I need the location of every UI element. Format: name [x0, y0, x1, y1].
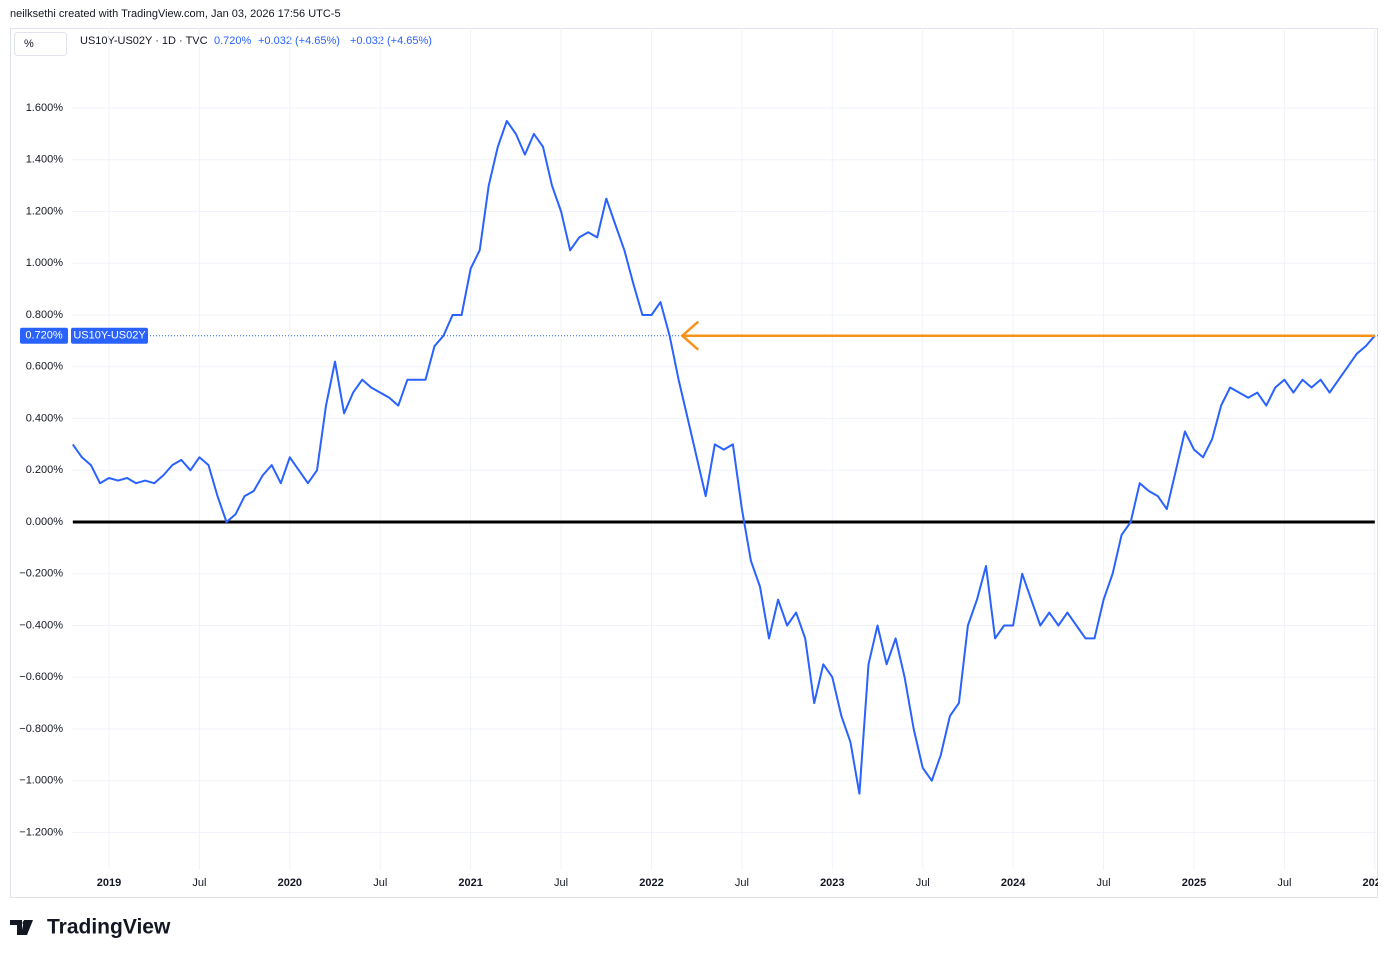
y-tick-label: −0.200% — [19, 568, 63, 580]
change2: +0.032 (+4.65%) — [350, 35, 432, 47]
x-tick-label: Jul — [735, 877, 749, 889]
y-tick-label: 1.600% — [26, 102, 64, 114]
unit-box[interactable] — [14, 32, 67, 56]
x-tick-label: 2023 — [820, 877, 844, 889]
y-tick-label: −0.400% — [19, 619, 63, 631]
x-tick-label: 2022 — [639, 877, 663, 889]
arrow — [680, 320, 1375, 351]
x-tick-label: Jul — [1097, 877, 1111, 889]
y-tick-label: 1.400% — [26, 154, 64, 166]
y-tick-label: 0.200% — [26, 464, 64, 476]
header: neilksethi created with TradingView.com,… — [10, 8, 341, 20]
y-tick-label: 0.000% — [26, 516, 64, 528]
price-label-box — [20, 327, 68, 344]
x-tick-label: Jul — [554, 877, 568, 889]
change: +0.032 (+4.65%) — [258, 35, 340, 47]
x-tick-label: 2026 — [1363, 877, 1387, 889]
brand: TradingView — [47, 916, 171, 939]
y-tick-label: 0.600% — [26, 361, 64, 373]
y-tick-label: 0.400% — [26, 412, 64, 424]
unit: % — [24, 38, 34, 50]
series-line — [72, 120, 1376, 795]
y-tick-label: 1.000% — [26, 257, 64, 269]
x-tick-label: Jul — [916, 877, 930, 889]
price-label: 0.720% — [25, 330, 63, 342]
x-tick-label: 2019 — [97, 877, 121, 889]
frame — [10, 28, 1378, 898]
y-tick-label: −1.200% — [19, 826, 63, 838]
x-tick-label: 2025 — [1182, 877, 1206, 889]
brand-logo — [10, 920, 33, 935]
price-label-name-box — [71, 327, 148, 344]
x-tick-label: 2020 — [278, 877, 302, 889]
x-tick-label: 2021 — [458, 877, 482, 889]
x-tick-label: Jul — [373, 877, 387, 889]
symbol: US10Y-US02Y · 1D · TVC — [80, 35, 208, 47]
x-tick-label: 2024 — [1001, 877, 1026, 889]
price-label-name: US10Y-US02Y — [73, 330, 146, 342]
y-tick-label: 1.200% — [26, 205, 64, 217]
x-tick-label: Jul — [1277, 877, 1291, 889]
y-tick-label: −0.600% — [19, 671, 63, 683]
last: 0.720% — [214, 35, 252, 47]
y-tick-label: −0.800% — [19, 723, 63, 735]
y-tick-label: 0.800% — [26, 309, 64, 321]
x-tick-label: Jul — [192, 877, 206, 889]
y-tick-label: −1.000% — [19, 775, 63, 787]
